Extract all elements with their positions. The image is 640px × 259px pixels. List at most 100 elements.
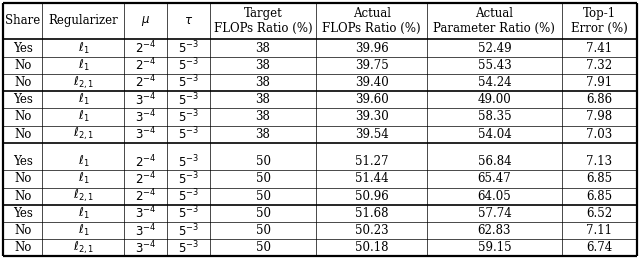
Text: $\ell_1$: $\ell_1$: [77, 109, 89, 125]
Text: Share: Share: [5, 15, 40, 27]
Text: Top-1
Error (%): Top-1 Error (%): [571, 7, 628, 35]
Text: 6.85: 6.85: [586, 190, 612, 203]
Text: No: No: [14, 59, 31, 72]
Text: 59.15: 59.15: [477, 241, 511, 254]
Text: Actual
Parameter Ratio (%): Actual Parameter Ratio (%): [433, 7, 556, 35]
Text: 38: 38: [255, 41, 271, 55]
Text: 65.47: 65.47: [477, 172, 511, 185]
Text: Actual
FLOPs Ratio (%): Actual FLOPs Ratio (%): [323, 7, 421, 35]
Text: 51.27: 51.27: [355, 155, 388, 168]
Text: $\ell_1$: $\ell_1$: [77, 223, 89, 238]
Text: 56.84: 56.84: [477, 155, 511, 168]
Text: Yes: Yes: [13, 155, 33, 168]
Text: 38: 38: [255, 93, 271, 106]
Text: 39.40: 39.40: [355, 76, 388, 89]
Text: $\ell_1$: $\ell_1$: [77, 154, 89, 169]
Text: 6.86: 6.86: [586, 93, 612, 106]
Text: 51.44: 51.44: [355, 172, 388, 185]
Text: 7.32: 7.32: [586, 59, 612, 72]
Text: 62.83: 62.83: [477, 224, 511, 237]
Text: 50.23: 50.23: [355, 224, 388, 237]
Text: 51.68: 51.68: [355, 207, 388, 220]
Text: $5^{-3}$: $5^{-3}$: [178, 240, 199, 256]
Text: $5^{-3}$: $5^{-3}$: [178, 126, 199, 142]
Text: $\ell_1$: $\ell_1$: [77, 40, 89, 56]
Text: $\ell_1$: $\ell_1$: [77, 58, 89, 73]
Text: Yes: Yes: [13, 93, 33, 106]
Text: 50: 50: [255, 207, 271, 220]
Text: 7.03: 7.03: [586, 128, 612, 141]
Text: $3^{-4}$: $3^{-4}$: [135, 91, 156, 108]
Text: $5^{-3}$: $5^{-3}$: [178, 40, 199, 56]
Text: No: No: [14, 172, 31, 185]
Text: 54.24: 54.24: [477, 76, 511, 89]
Text: 39.54: 39.54: [355, 128, 388, 141]
Text: $2^{-4}$: $2^{-4}$: [135, 188, 156, 204]
Text: 50: 50: [255, 155, 271, 168]
Text: No: No: [14, 110, 31, 123]
Text: Regularizer: Regularizer: [49, 15, 118, 27]
Text: $5^{-3}$: $5^{-3}$: [178, 222, 199, 239]
Text: $3^{-4}$: $3^{-4}$: [135, 222, 156, 239]
Text: $5^{-3}$: $5^{-3}$: [178, 57, 199, 74]
Text: 6.74: 6.74: [586, 241, 612, 254]
Text: Yes: Yes: [13, 207, 33, 220]
Text: 57.74: 57.74: [477, 207, 511, 220]
Text: No: No: [14, 224, 31, 237]
Text: $\ell_1$: $\ell_1$: [77, 171, 89, 186]
Text: $\ell_{2,1}$: $\ell_{2,1}$: [73, 240, 94, 256]
Text: 50: 50: [255, 241, 271, 254]
Text: $\ell_{2,1}$: $\ell_{2,1}$: [73, 74, 94, 91]
Text: $\tau$: $\tau$: [184, 15, 193, 27]
Text: 39.75: 39.75: [355, 59, 388, 72]
Text: 7.13: 7.13: [586, 155, 612, 168]
Text: $\ell_1$: $\ell_1$: [77, 206, 89, 221]
Text: $\ell_{2,1}$: $\ell_{2,1}$: [73, 188, 94, 204]
Text: $3^{-4}$: $3^{-4}$: [135, 240, 156, 256]
Text: $3^{-4}$: $3^{-4}$: [135, 109, 156, 125]
Text: $5^{-3}$: $5^{-3}$: [178, 109, 199, 125]
Text: 38: 38: [255, 76, 271, 89]
Text: 38: 38: [255, 128, 271, 141]
Text: 50: 50: [255, 224, 271, 237]
Text: $2^{-4}$: $2^{-4}$: [135, 153, 156, 170]
Text: 6.85: 6.85: [586, 172, 612, 185]
Text: 50: 50: [255, 172, 271, 185]
Text: $\mu$: $\mu$: [141, 14, 150, 28]
Text: $5^{-3}$: $5^{-3}$: [178, 188, 199, 204]
Text: Target
FLOPs Ratio (%): Target FLOPs Ratio (%): [214, 7, 312, 35]
Text: 7.91: 7.91: [586, 76, 612, 89]
Text: $5^{-3}$: $5^{-3}$: [178, 153, 199, 170]
Text: 58.35: 58.35: [477, 110, 511, 123]
Text: $2^{-4}$: $2^{-4}$: [135, 171, 156, 187]
Text: $5^{-3}$: $5^{-3}$: [178, 91, 199, 108]
Text: $\ell_{2,1}$: $\ell_{2,1}$: [73, 126, 94, 142]
Text: 64.05: 64.05: [477, 190, 511, 203]
Text: $5^{-3}$: $5^{-3}$: [178, 74, 199, 91]
Text: No: No: [14, 76, 31, 89]
Text: 50.18: 50.18: [355, 241, 388, 254]
Text: 49.00: 49.00: [477, 93, 511, 106]
Text: 39.60: 39.60: [355, 93, 388, 106]
Text: 7.11: 7.11: [586, 224, 612, 237]
Text: $3^{-4}$: $3^{-4}$: [135, 126, 156, 142]
Text: 38: 38: [255, 110, 271, 123]
Text: 39.96: 39.96: [355, 41, 388, 55]
Text: Yes: Yes: [13, 41, 33, 55]
Text: 54.04: 54.04: [477, 128, 511, 141]
Text: 39.30: 39.30: [355, 110, 388, 123]
Text: $5^{-3}$: $5^{-3}$: [178, 171, 199, 187]
Text: 50.96: 50.96: [355, 190, 388, 203]
Text: $2^{-4}$: $2^{-4}$: [135, 40, 156, 56]
Text: No: No: [14, 190, 31, 203]
Text: 38: 38: [255, 59, 271, 72]
Text: $\ell_1$: $\ell_1$: [77, 92, 89, 107]
Text: 52.49: 52.49: [477, 41, 511, 55]
Text: $2^{-4}$: $2^{-4}$: [135, 74, 156, 91]
Text: $3^{-4}$: $3^{-4}$: [135, 205, 156, 222]
Text: No: No: [14, 128, 31, 141]
Text: $5^{-3}$: $5^{-3}$: [178, 205, 199, 222]
Text: 6.52: 6.52: [586, 207, 612, 220]
Text: No: No: [14, 241, 31, 254]
Text: $2^{-4}$: $2^{-4}$: [135, 57, 156, 74]
